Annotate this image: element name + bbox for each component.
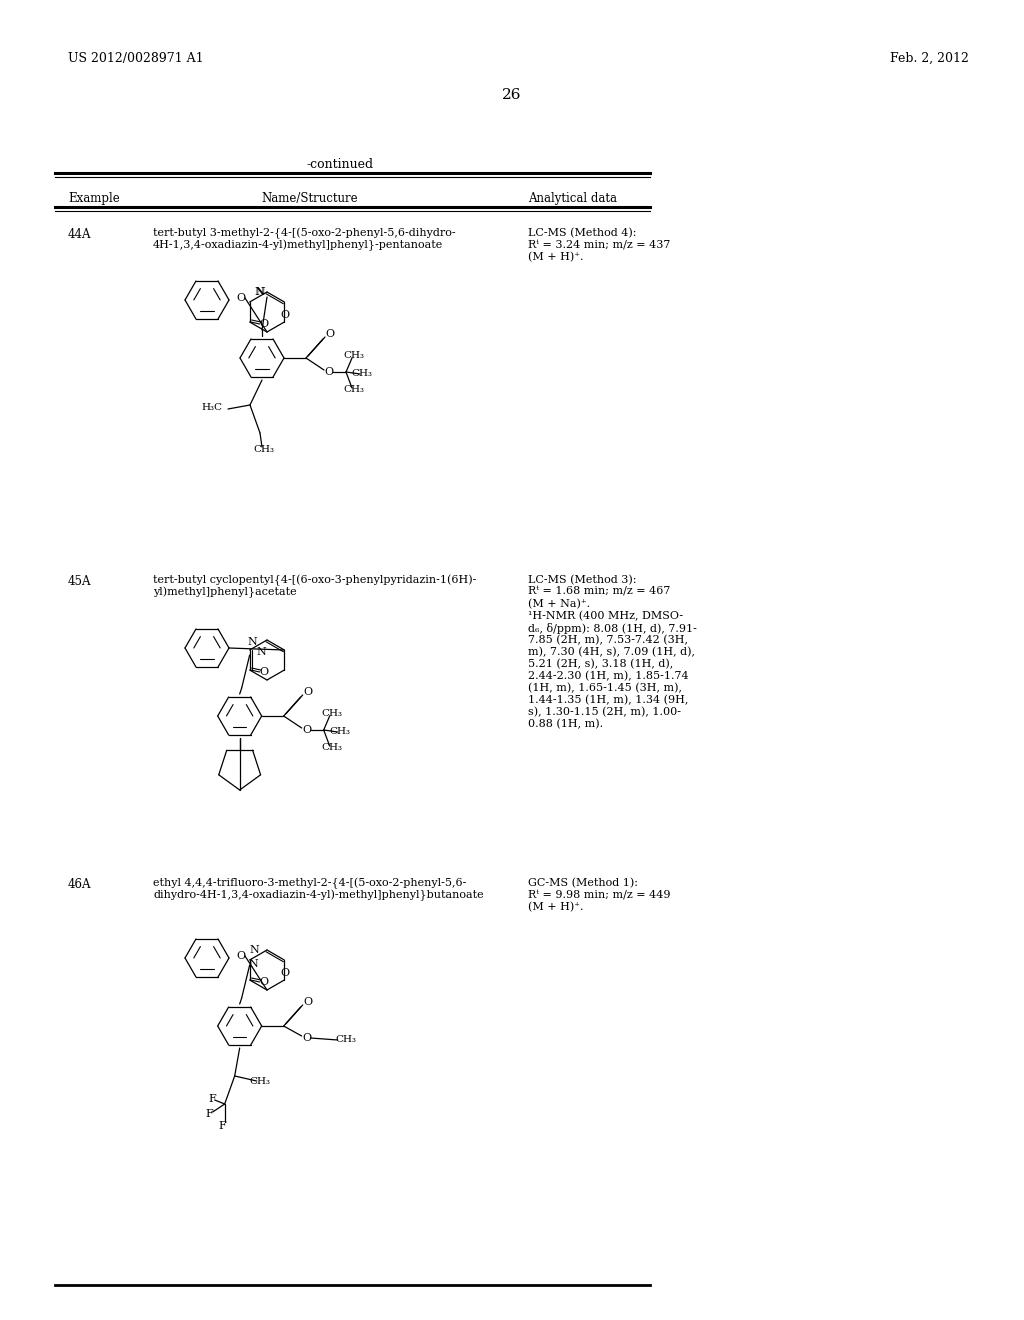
Text: US 2012/0028971 A1: US 2012/0028971 A1 — [68, 51, 204, 65]
Text: (M + H)⁺.: (M + H)⁺. — [528, 902, 584, 912]
Text: O: O — [259, 319, 268, 329]
Text: 5.21 (2H, s), 3.18 (1H, d),: 5.21 (2H, s), 3.18 (1H, d), — [528, 659, 673, 669]
Text: CH₃: CH₃ — [351, 370, 373, 379]
Text: 0.88 (1H, m).: 0.88 (1H, m). — [528, 719, 603, 730]
Text: O: O — [237, 293, 246, 304]
Text: s), 1.30-1.15 (2H, m), 1.00-: s), 1.30-1.15 (2H, m), 1.00- — [528, 708, 681, 717]
Text: CH₃: CH₃ — [249, 1077, 270, 1085]
Text: 44A: 44A — [68, 228, 91, 242]
Text: CH₃: CH₃ — [335, 1035, 356, 1044]
Text: N: N — [247, 638, 257, 647]
Text: LC-MS (Method 4):: LC-MS (Method 4): — [528, 228, 637, 239]
Text: Rᵗ = 9.98 min; m/z = 449: Rᵗ = 9.98 min; m/z = 449 — [528, 890, 671, 900]
Text: 7.85 (2H, m), 7.53-7.42 (3H,: 7.85 (2H, m), 7.53-7.42 (3H, — [528, 635, 688, 645]
Text: O: O — [237, 950, 246, 961]
Text: O: O — [281, 968, 290, 978]
Text: N: N — [249, 960, 258, 969]
Text: (M + Na)⁺.: (M + Na)⁺. — [528, 599, 590, 610]
Text: CH₃: CH₃ — [254, 445, 274, 454]
Text: 4H-1,3,4-oxadiazin-4-yl)methyl]phenyl}-pentanoate: 4H-1,3,4-oxadiazin-4-yl)methyl]phenyl}-p… — [153, 240, 443, 251]
Text: dihydro-4H-1,3,4-oxadiazin-4-yl)-methyl]phenyl}butanoate: dihydro-4H-1,3,4-oxadiazin-4-yl)-methyl]… — [153, 890, 483, 902]
Text: (1H, m), 1.65-1.45 (3H, m),: (1H, m), 1.65-1.45 (3H, m), — [528, 682, 682, 693]
Text: F: F — [206, 1109, 214, 1119]
Text: Rᵗ = 1.68 min; m/z = 467: Rᵗ = 1.68 min; m/z = 467 — [528, 587, 671, 597]
Text: tert-butyl 3-methyl-2-{4-[(5-oxo-2-phenyl-5,6-dihydro-: tert-butyl 3-methyl-2-{4-[(5-oxo-2-pheny… — [153, 228, 456, 239]
Text: CH₃: CH₃ — [343, 385, 365, 395]
Text: O: O — [302, 725, 311, 735]
Text: O: O — [302, 1034, 311, 1043]
Text: F: F — [209, 1094, 216, 1104]
Text: O: O — [325, 367, 334, 378]
Text: N: N — [255, 286, 265, 297]
Text: N: N — [254, 286, 264, 297]
Text: LC-MS (Method 3):: LC-MS (Method 3): — [528, 576, 637, 585]
Text: -continued: -continued — [306, 158, 374, 172]
Text: Rᵗ = 3.24 min; m/z = 437: Rᵗ = 3.24 min; m/z = 437 — [528, 240, 671, 249]
Text: GC-MS (Method 1):: GC-MS (Method 1): — [528, 878, 638, 888]
Text: ethyl 4,4,4-trifluoro-3-methyl-2-{4-[(5-oxo-2-phenyl-5,6-: ethyl 4,4,4-trifluoro-3-methyl-2-{4-[(5-… — [153, 878, 466, 890]
Text: 2.44-2.30 (1H, m), 1.85-1.74: 2.44-2.30 (1H, m), 1.85-1.74 — [528, 671, 688, 681]
Text: 26: 26 — [502, 88, 522, 102]
Text: N: N — [257, 647, 266, 657]
Text: d₆, δ/ppm): 8.08 (1H, d), 7.91-: d₆, δ/ppm): 8.08 (1H, d), 7.91- — [528, 623, 697, 634]
Text: m), 7.30 (4H, s), 7.09 (1H, d),: m), 7.30 (4H, s), 7.09 (1H, d), — [528, 647, 695, 657]
Text: 45A: 45A — [68, 576, 91, 587]
Text: ¹H-NMR (400 MHz, DMSO-: ¹H-NMR (400 MHz, DMSO- — [528, 611, 683, 622]
Text: O: O — [303, 997, 312, 1007]
Text: O: O — [259, 667, 268, 677]
Text: Feb. 2, 2012: Feb. 2, 2012 — [890, 51, 969, 65]
Text: yl)methyl]phenyl}acetate: yl)methyl]phenyl}acetate — [153, 587, 297, 598]
Text: O: O — [326, 329, 335, 339]
Text: O: O — [281, 310, 290, 319]
Text: 1.44-1.35 (1H, m), 1.34 (9H,: 1.44-1.35 (1H, m), 1.34 (9H, — [528, 696, 688, 705]
Text: 46A: 46A — [68, 878, 91, 891]
Text: tert-butyl cyclopentyl{4-[(6-oxo-3-phenylpyridazin-1(6H)-: tert-butyl cyclopentyl{4-[(6-oxo-3-pheny… — [153, 576, 476, 586]
Text: (M + H)⁺.: (M + H)⁺. — [528, 252, 584, 263]
Text: Analytical data: Analytical data — [528, 191, 617, 205]
Text: CH₃: CH₃ — [322, 710, 342, 718]
Text: Example: Example — [68, 191, 120, 205]
Text: N: N — [249, 945, 259, 954]
Text: O: O — [303, 686, 312, 697]
Text: H₃C: H₃C — [201, 404, 222, 412]
Text: Name/Structure: Name/Structure — [262, 191, 358, 205]
Text: CH₃: CH₃ — [343, 351, 365, 360]
Text: CH₃: CH₃ — [322, 743, 342, 752]
Text: F: F — [219, 1121, 226, 1131]
Text: O: O — [259, 977, 268, 987]
Text: CH₃: CH₃ — [329, 727, 350, 737]
